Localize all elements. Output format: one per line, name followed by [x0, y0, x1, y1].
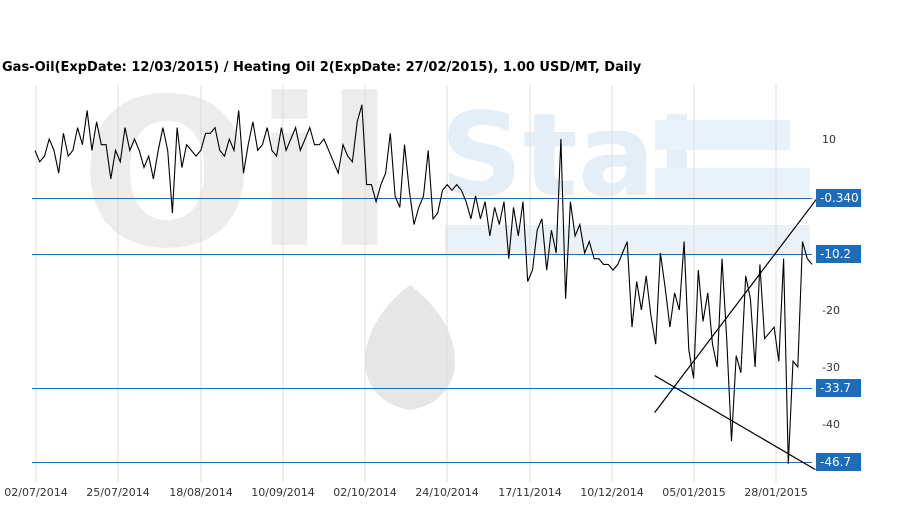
y-tick-label: -20 — [822, 304, 840, 317]
x-tick-label: 24/10/2014 — [415, 486, 478, 499]
y-tick-label: -40 — [822, 418, 840, 431]
level-label-box — [816, 379, 861, 397]
watermark-logo: Oil Stat — [80, 56, 810, 410]
level-label-box — [816, 453, 861, 471]
level-label: -46.7 — [820, 455, 851, 469]
x-tick-label: 28/01/2015 — [744, 486, 807, 499]
trendline — [654, 191, 823, 413]
level-label-box — [816, 189, 861, 207]
watermark-stat: Stat — [440, 89, 710, 223]
y-tick-label: 10 — [822, 133, 836, 146]
chart-title: Gas-Oil(ExpDate: 12/03/2015) / Heating O… — [2, 60, 642, 75]
x-axis: 02/07/2014 25/07/2014 18/08/2014 10/09/2014… — [4, 486, 807, 499]
level-label: -33.7 — [820, 381, 851, 395]
watermark-letters: Oil — [80, 56, 395, 294]
x-tick-label: 05/01/2015 — [662, 486, 725, 499]
x-tick-label: 02/10/2014 — [333, 486, 396, 499]
level-label: -10.2 — [820, 247, 851, 261]
watermark-bar — [655, 168, 810, 198]
x-tick-label: 10/09/2014 — [251, 486, 314, 499]
x-tick-label: 17/11/2014 — [498, 486, 561, 499]
y-axis: 10 -20 -30 -40 — [822, 133, 840, 431]
level-label-box — [816, 245, 861, 263]
level-labels: -0.340 -10.2 -33.7 -46.7 — [816, 189, 861, 471]
x-tick-label: 25/07/2014 — [86, 486, 149, 499]
y-tick-label: -30 — [822, 361, 840, 374]
trendline — [654, 375, 816, 471]
level-label: -0.340 — [820, 191, 859, 205]
series-layer — [34, 104, 813, 464]
x-tick-label: 18/08/2014 — [169, 486, 232, 499]
grid — [35, 85, 777, 482]
x-tick-label: 02/07/2014 — [4, 486, 67, 499]
x-tick-label: 10/12/2014 — [580, 486, 643, 499]
level-lines — [32, 198, 812, 463]
watermark-drop — [365, 285, 455, 410]
series-line — [34, 104, 813, 464]
trendlines — [654, 191, 823, 471]
watermark-bar — [655, 120, 790, 150]
